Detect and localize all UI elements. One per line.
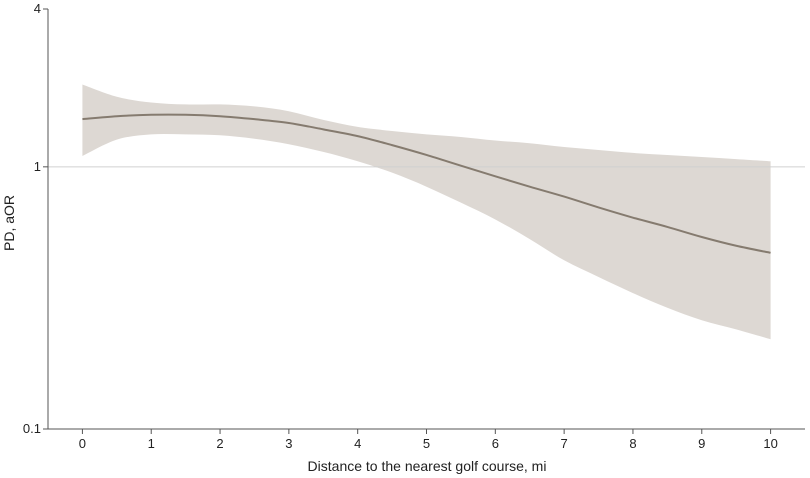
x-tick-label: 4 bbox=[354, 436, 361, 451]
confidence-band bbox=[82, 84, 771, 340]
x-tick-label: 9 bbox=[698, 436, 705, 451]
confidence-band-layer bbox=[82, 84, 771, 340]
x-tick-label: 7 bbox=[561, 436, 568, 451]
series-line-layer bbox=[82, 113, 771, 254]
y-tick-label: 0.1 bbox=[23, 421, 41, 436]
axes-layer: 0 1 2 3 4 5 6 7 8 9 10 0.1 1 4 bbox=[23, 1, 805, 451]
x-tick-label: 2 bbox=[216, 436, 223, 451]
y-axis-label: PD, aOR bbox=[1, 195, 17, 251]
x-tick-label: 10 bbox=[763, 436, 777, 451]
x-axis-label: Distance to the nearest golf course, mi bbox=[308, 458, 547, 474]
x-tick-label: 5 bbox=[423, 436, 430, 451]
y-tick-label: 1 bbox=[34, 159, 41, 174]
x-tick-label: 6 bbox=[492, 436, 499, 451]
x-tick-label: 1 bbox=[148, 436, 155, 451]
x-tick-label: 0 bbox=[79, 436, 86, 451]
x-tick-label: 8 bbox=[629, 436, 636, 451]
x-tick-label: 3 bbox=[285, 436, 292, 451]
y-tick-label: 4 bbox=[34, 1, 41, 16]
series-line bbox=[82, 113, 771, 254]
